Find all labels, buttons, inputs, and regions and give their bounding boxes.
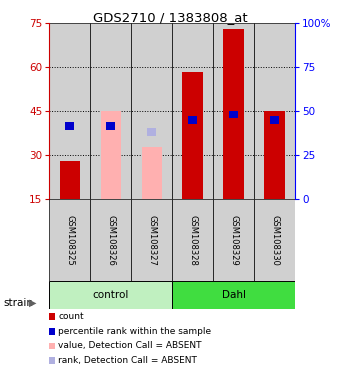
Text: value, Detection Call = ABSENT: value, Detection Call = ABSENT bbox=[58, 341, 202, 351]
Bar bbox=[65, 122, 74, 130]
Text: control: control bbox=[93, 290, 129, 300]
Bar bbox=[131, 23, 172, 199]
Bar bbox=[213, 199, 254, 280]
Bar bbox=[101, 111, 121, 199]
Text: GSM108325: GSM108325 bbox=[65, 215, 74, 265]
Bar bbox=[49, 199, 90, 280]
Bar bbox=[254, 23, 295, 199]
Text: GSM108328: GSM108328 bbox=[188, 215, 197, 265]
Text: rank, Detection Call = ABSENT: rank, Detection Call = ABSENT bbox=[58, 356, 197, 365]
Text: percentile rank within the sample: percentile rank within the sample bbox=[58, 327, 211, 336]
Text: ▶: ▶ bbox=[29, 298, 36, 308]
Text: strain: strain bbox=[3, 298, 33, 308]
Bar bbox=[270, 116, 279, 124]
Bar bbox=[142, 147, 162, 199]
Text: GSM108329: GSM108329 bbox=[229, 215, 238, 265]
Text: GDS2710 / 1383808_at: GDS2710 / 1383808_at bbox=[93, 11, 248, 24]
Text: Dahl: Dahl bbox=[222, 290, 246, 300]
Bar bbox=[172, 23, 213, 199]
Bar bbox=[182, 71, 203, 199]
Bar bbox=[106, 122, 115, 130]
Bar bbox=[172, 280, 295, 309]
Bar bbox=[131, 199, 172, 280]
Text: count: count bbox=[58, 312, 84, 321]
Bar bbox=[147, 128, 156, 136]
Bar bbox=[49, 280, 172, 309]
Bar bbox=[60, 161, 80, 199]
Bar bbox=[213, 23, 254, 199]
Bar bbox=[254, 199, 295, 280]
Bar bbox=[172, 199, 213, 280]
Bar bbox=[188, 116, 197, 124]
Bar bbox=[90, 23, 131, 199]
Text: GSM108326: GSM108326 bbox=[106, 215, 115, 265]
Bar bbox=[90, 199, 131, 280]
Text: GSM108330: GSM108330 bbox=[270, 215, 279, 265]
Bar bbox=[264, 111, 285, 199]
Bar bbox=[49, 23, 90, 199]
Bar bbox=[229, 111, 238, 118]
Text: GSM108327: GSM108327 bbox=[147, 215, 156, 265]
Bar bbox=[223, 29, 244, 199]
